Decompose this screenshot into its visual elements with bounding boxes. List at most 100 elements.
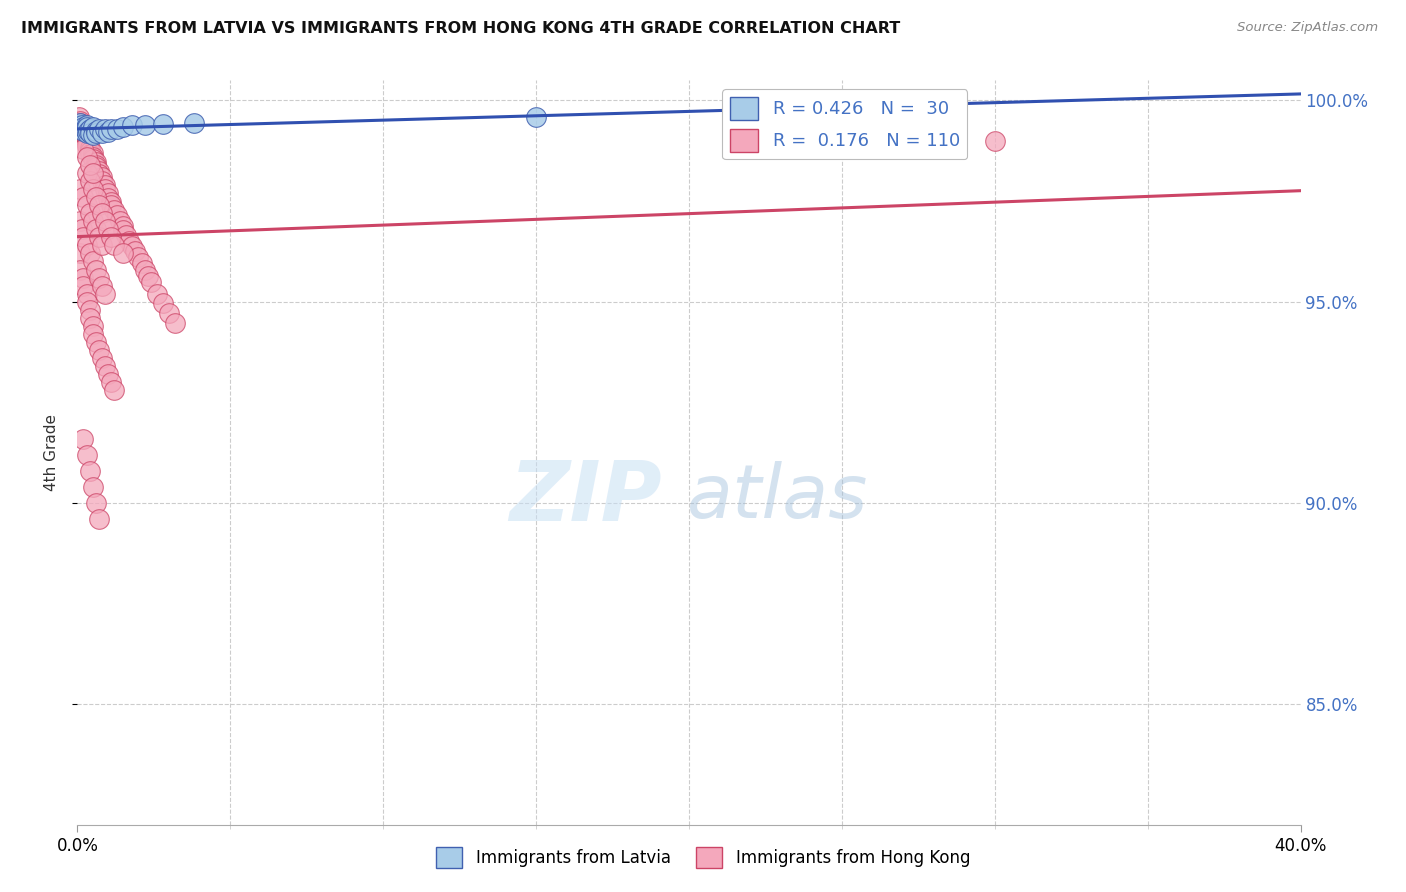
Point bbox=[87, 121, 110, 136]
Point bbox=[94, 182, 117, 196]
Text: atlas: atlas bbox=[686, 461, 868, 533]
Point bbox=[79, 144, 101, 158]
Point bbox=[73, 121, 96, 136]
Point bbox=[115, 228, 138, 243]
Point bbox=[79, 464, 101, 478]
Point bbox=[183, 115, 205, 129]
Point bbox=[70, 222, 93, 236]
Point bbox=[103, 238, 125, 252]
Point bbox=[94, 178, 117, 192]
Point bbox=[69, 246, 91, 260]
Point bbox=[82, 128, 104, 142]
Point bbox=[82, 166, 104, 180]
Point bbox=[84, 158, 107, 172]
Point bbox=[69, 182, 91, 196]
Point bbox=[136, 268, 159, 283]
Point bbox=[72, 126, 94, 140]
Point bbox=[100, 230, 122, 244]
Point bbox=[82, 480, 104, 494]
Point bbox=[84, 496, 107, 510]
Point bbox=[165, 316, 187, 330]
Point bbox=[69, 115, 91, 129]
Point bbox=[76, 136, 98, 150]
Point bbox=[94, 286, 117, 301]
Y-axis label: 4th Grade: 4th Grade bbox=[44, 414, 59, 491]
Point bbox=[121, 118, 143, 132]
Point bbox=[152, 117, 174, 131]
Point bbox=[97, 367, 120, 381]
Point bbox=[69, 119, 91, 133]
Point bbox=[82, 152, 104, 166]
Point bbox=[121, 239, 143, 253]
Point bbox=[100, 121, 122, 136]
Point bbox=[97, 125, 120, 139]
Point bbox=[76, 238, 98, 252]
Point bbox=[72, 432, 94, 446]
Point bbox=[118, 235, 141, 249]
Point bbox=[76, 166, 98, 180]
Point bbox=[69, 121, 91, 136]
Point bbox=[79, 302, 101, 317]
Text: Source: ZipAtlas.com: Source: ZipAtlas.com bbox=[1237, 21, 1378, 35]
Point bbox=[72, 122, 94, 136]
Point bbox=[100, 198, 122, 212]
Point bbox=[103, 202, 125, 217]
Point bbox=[79, 121, 101, 136]
Point bbox=[70, 118, 93, 132]
Point bbox=[84, 160, 107, 174]
Point bbox=[87, 270, 110, 285]
Point bbox=[82, 318, 104, 333]
Point bbox=[79, 158, 101, 172]
Point bbox=[76, 120, 98, 134]
Point bbox=[79, 174, 101, 188]
Point bbox=[70, 120, 93, 134]
Point bbox=[94, 359, 117, 373]
Point bbox=[73, 128, 96, 142]
Point bbox=[76, 138, 98, 153]
Point bbox=[69, 113, 91, 128]
Point bbox=[79, 206, 101, 220]
Point bbox=[70, 123, 93, 137]
Legend: Immigrants from Latvia, Immigrants from Hong Kong: Immigrants from Latvia, Immigrants from … bbox=[429, 840, 977, 875]
Point bbox=[112, 120, 135, 134]
Point bbox=[72, 230, 94, 244]
Point bbox=[76, 198, 98, 212]
Point bbox=[103, 384, 125, 398]
Point bbox=[105, 208, 128, 222]
Point bbox=[76, 150, 98, 164]
Point bbox=[69, 214, 91, 228]
Point bbox=[76, 118, 98, 132]
Point bbox=[82, 326, 104, 341]
Point bbox=[67, 110, 90, 124]
Text: IMMIGRANTS FROM LATVIA VS IMMIGRANTS FROM HONG KONG 4TH GRADE CORRELATION CHART: IMMIGRANTS FROM LATVIA VS IMMIGRANTS FRO… bbox=[21, 21, 900, 37]
Point bbox=[97, 222, 120, 236]
Point bbox=[79, 126, 101, 140]
Point bbox=[131, 256, 153, 270]
Point bbox=[72, 270, 94, 285]
Point bbox=[72, 190, 94, 204]
Text: ZIP: ZIP bbox=[509, 457, 662, 538]
Point bbox=[84, 262, 107, 277]
Point bbox=[84, 154, 107, 169]
Point bbox=[76, 130, 98, 145]
Point bbox=[72, 128, 94, 143]
Point bbox=[82, 214, 104, 228]
Point bbox=[112, 223, 135, 237]
Point bbox=[152, 295, 174, 310]
Point bbox=[524, 110, 547, 124]
Point bbox=[76, 286, 98, 301]
Point bbox=[72, 120, 94, 134]
Point bbox=[72, 278, 94, 293]
Legend: R = 0.426   N =  30, R =  0.176   N = 110: R = 0.426 N = 30, R = 0.176 N = 110 bbox=[723, 89, 967, 159]
Point bbox=[134, 262, 156, 277]
Point bbox=[84, 190, 107, 204]
Point bbox=[76, 294, 98, 309]
Point bbox=[112, 246, 135, 260]
Point bbox=[112, 219, 135, 233]
Point bbox=[82, 145, 104, 160]
Point bbox=[100, 194, 122, 209]
Point bbox=[72, 123, 94, 137]
Point bbox=[76, 448, 98, 462]
Point bbox=[84, 334, 107, 349]
Point bbox=[127, 251, 149, 265]
